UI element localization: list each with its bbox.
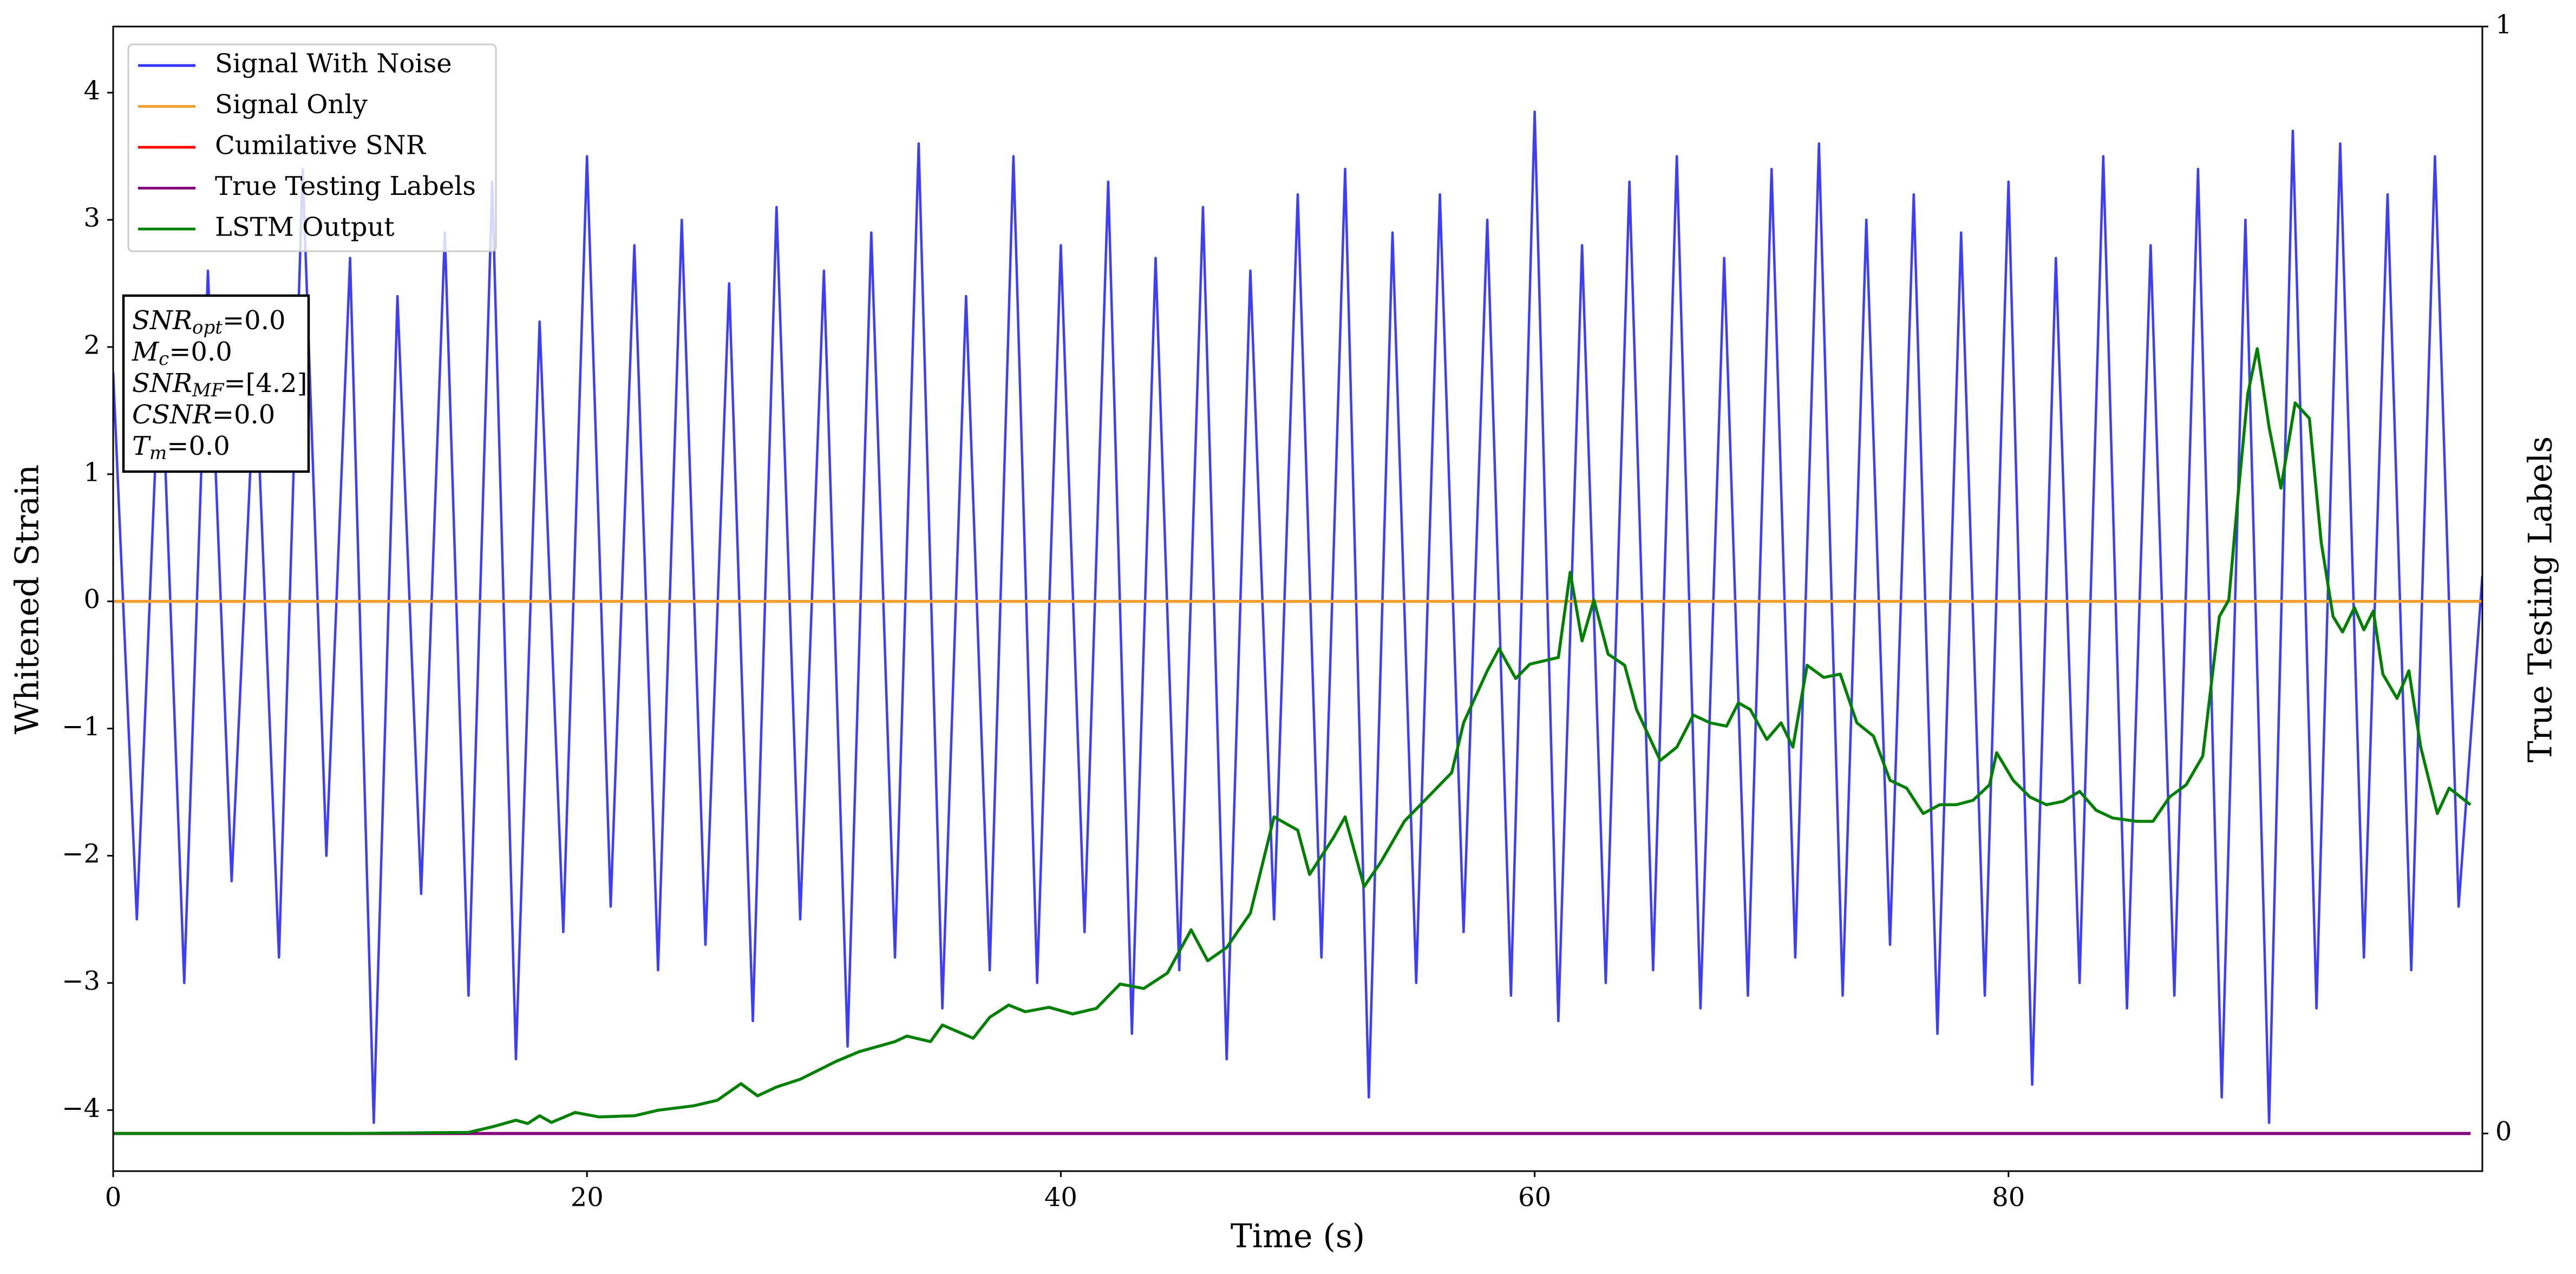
y-tick-label: 2 [83,330,100,360]
annotation-symbol: T [132,431,151,461]
annotation-symbol: CSNR [132,400,212,430]
y-tick-label: −1 [62,711,100,742]
y-tick-label: −2 [62,839,100,869]
legend-box [127,43,497,252]
y2-axis-label: True Testing Labels [2522,436,2560,763]
annotation-symbol: SNR [132,305,192,336]
x-tick-label: 60 [1518,1182,1551,1213]
x-axis-label: Time (s) [1231,1218,1365,1256]
annotation-value: =0.0 [223,305,286,336]
legend-label: Cumilative SNR [215,130,427,161]
annotation-value: =[4.2] [224,368,307,398]
series-line [113,110,2482,1124]
y-tick-label: −3 [62,966,100,996]
annotation-text: SNRopt=0.0 [132,305,286,339]
annotation-text: Tm=0.0 [132,431,230,465]
legend-label: Signal Only [215,89,368,120]
y-tick-label: 4 [83,76,100,106]
x-tick-label: 80 [1992,1182,2025,1213]
plot-area [113,110,2482,1135]
y-tick-label: 3 [83,203,100,233]
y2-tick-label: 1 [2495,10,2512,40]
annotation: SNRopt=0.0Mc=0.0SNRMF=[4.2]CSNR=0.0Tm=0.… [122,294,310,473]
annotation-value: =0.0 [169,337,232,367]
annotation-symbol: SNR [132,368,192,398]
annotation-value: =0.0 [167,431,230,461]
x-tick-label: 20 [571,1182,604,1213]
y-axis-label: Whitened Strain [9,465,47,734]
annotation-box [122,294,310,473]
plot-frame [112,25,2483,1172]
x-tick-label: 40 [1044,1182,1077,1213]
annotation-value: =0.0 [212,400,276,430]
y-tick-label: 1 [83,457,100,487]
annotation-subscript: m [149,442,167,464]
legend-label: Signal With Noise [215,49,452,79]
series-line [113,347,2472,1135]
y2-tick-label: 0 [2495,1116,2512,1147]
annotation-text: CSNR=0.0 [132,400,275,430]
legend-label: True Testing Labels [215,171,476,201]
x-tick-label: 0 [105,1182,122,1213]
annotation-text: Mc=0.0 [132,337,232,370]
annotation-symbol: M [132,337,160,367]
y-tick-label: −4 [62,1093,100,1123]
legend-label: LSTM Output [215,212,395,243]
annotation-subscript: opt [192,317,223,338]
y-tick-label: 0 [83,584,100,615]
annotation-subscript: c [159,348,169,370]
annotation-text: SNRMF=[4.2] [132,368,307,402]
annotation-subscript: MF [192,380,225,401]
legend: Signal With Noise Signal Only Cumilative S… [127,43,497,252]
